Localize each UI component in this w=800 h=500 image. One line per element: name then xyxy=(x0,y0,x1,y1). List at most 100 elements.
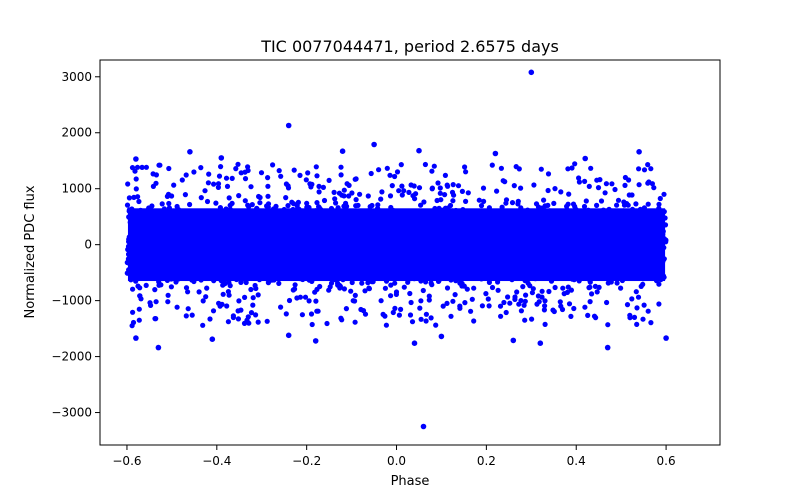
data-point xyxy=(587,284,593,290)
data-point xyxy=(459,275,465,281)
data-point xyxy=(541,219,547,225)
data-point xyxy=(238,277,244,284)
data-point xyxy=(429,168,435,174)
data-point xyxy=(265,183,271,189)
data-point xyxy=(661,245,667,251)
x-tick-label: 0.2 xyxy=(477,454,496,468)
data-point xyxy=(198,277,204,283)
data-point xyxy=(210,236,217,242)
data-point xyxy=(279,264,285,270)
data-point xyxy=(183,172,189,178)
data-point xyxy=(444,300,450,306)
data-point xyxy=(437,190,443,196)
data-point xyxy=(342,211,348,217)
data-point xyxy=(639,239,645,245)
data-point xyxy=(215,184,221,190)
data-point xyxy=(538,166,544,172)
data-point xyxy=(259,241,265,247)
data-point xyxy=(462,300,468,306)
data-point xyxy=(643,256,649,262)
data-point xyxy=(164,261,170,267)
data-point xyxy=(224,183,231,189)
data-point xyxy=(465,190,471,196)
data-point xyxy=(276,168,282,174)
data-point xyxy=(574,216,580,223)
data-point xyxy=(486,205,492,211)
data-point xyxy=(591,271,597,277)
data-point xyxy=(222,259,228,265)
data-point xyxy=(236,253,242,260)
data-point xyxy=(467,235,473,242)
data-point xyxy=(163,276,169,282)
data-point xyxy=(488,267,494,273)
data-point xyxy=(542,203,548,209)
data-point xyxy=(355,214,361,220)
data-point xyxy=(378,196,384,202)
data-point xyxy=(340,277,346,283)
data-point xyxy=(476,249,482,255)
data-point xyxy=(125,246,131,253)
data-point xyxy=(320,246,326,253)
data-point xyxy=(137,211,143,217)
data-point xyxy=(238,307,244,313)
data-point xyxy=(246,252,252,258)
data-point xyxy=(229,200,235,206)
data-point xyxy=(469,296,475,302)
data-point xyxy=(614,280,620,286)
data-point xyxy=(640,316,646,322)
data-point xyxy=(609,181,615,187)
data-point xyxy=(220,236,226,242)
data-point xyxy=(233,166,239,172)
data-point xyxy=(531,182,537,188)
data-point xyxy=(454,219,460,225)
data-point xyxy=(518,205,524,211)
data-point xyxy=(518,226,524,232)
data-point xyxy=(568,313,574,319)
data-point xyxy=(468,209,474,215)
data-point xyxy=(289,222,295,228)
data-point xyxy=(536,211,542,217)
data-point xyxy=(218,262,224,268)
data-point xyxy=(516,166,522,172)
data-point xyxy=(420,215,426,221)
data-point xyxy=(332,210,338,216)
data-point xyxy=(405,245,411,251)
data-point xyxy=(369,227,376,233)
data-point xyxy=(501,255,507,261)
data-point xyxy=(303,266,309,273)
data-point xyxy=(278,173,284,179)
data-point xyxy=(448,313,454,319)
data-point xyxy=(418,202,424,208)
outlier-point xyxy=(636,149,642,155)
data-point xyxy=(297,294,303,300)
data-point xyxy=(571,258,577,264)
data-point xyxy=(560,233,566,239)
data-point xyxy=(481,198,487,204)
data-point xyxy=(486,279,492,285)
data-point xyxy=(618,246,624,252)
data-point xyxy=(248,184,254,190)
data-point xyxy=(524,242,530,248)
data-point xyxy=(136,317,142,323)
data-point xyxy=(168,284,174,290)
data-point xyxy=(653,278,660,284)
data-point xyxy=(489,284,496,291)
data-point xyxy=(380,247,386,253)
data-point xyxy=(315,308,321,314)
data-point xyxy=(218,164,224,170)
data-point xyxy=(552,260,558,266)
data-point xyxy=(297,172,303,178)
data-point xyxy=(566,191,572,197)
data-point xyxy=(452,292,458,298)
data-point xyxy=(379,189,385,195)
data-point xyxy=(306,277,312,283)
data-point xyxy=(605,232,611,238)
data-point xyxy=(444,261,450,267)
data-point xyxy=(167,223,173,229)
data-point xyxy=(546,288,552,295)
data-point xyxy=(423,311,429,317)
data-point xyxy=(546,243,552,249)
data-point xyxy=(331,189,337,195)
data-point xyxy=(335,234,341,240)
data-point xyxy=(337,219,343,225)
